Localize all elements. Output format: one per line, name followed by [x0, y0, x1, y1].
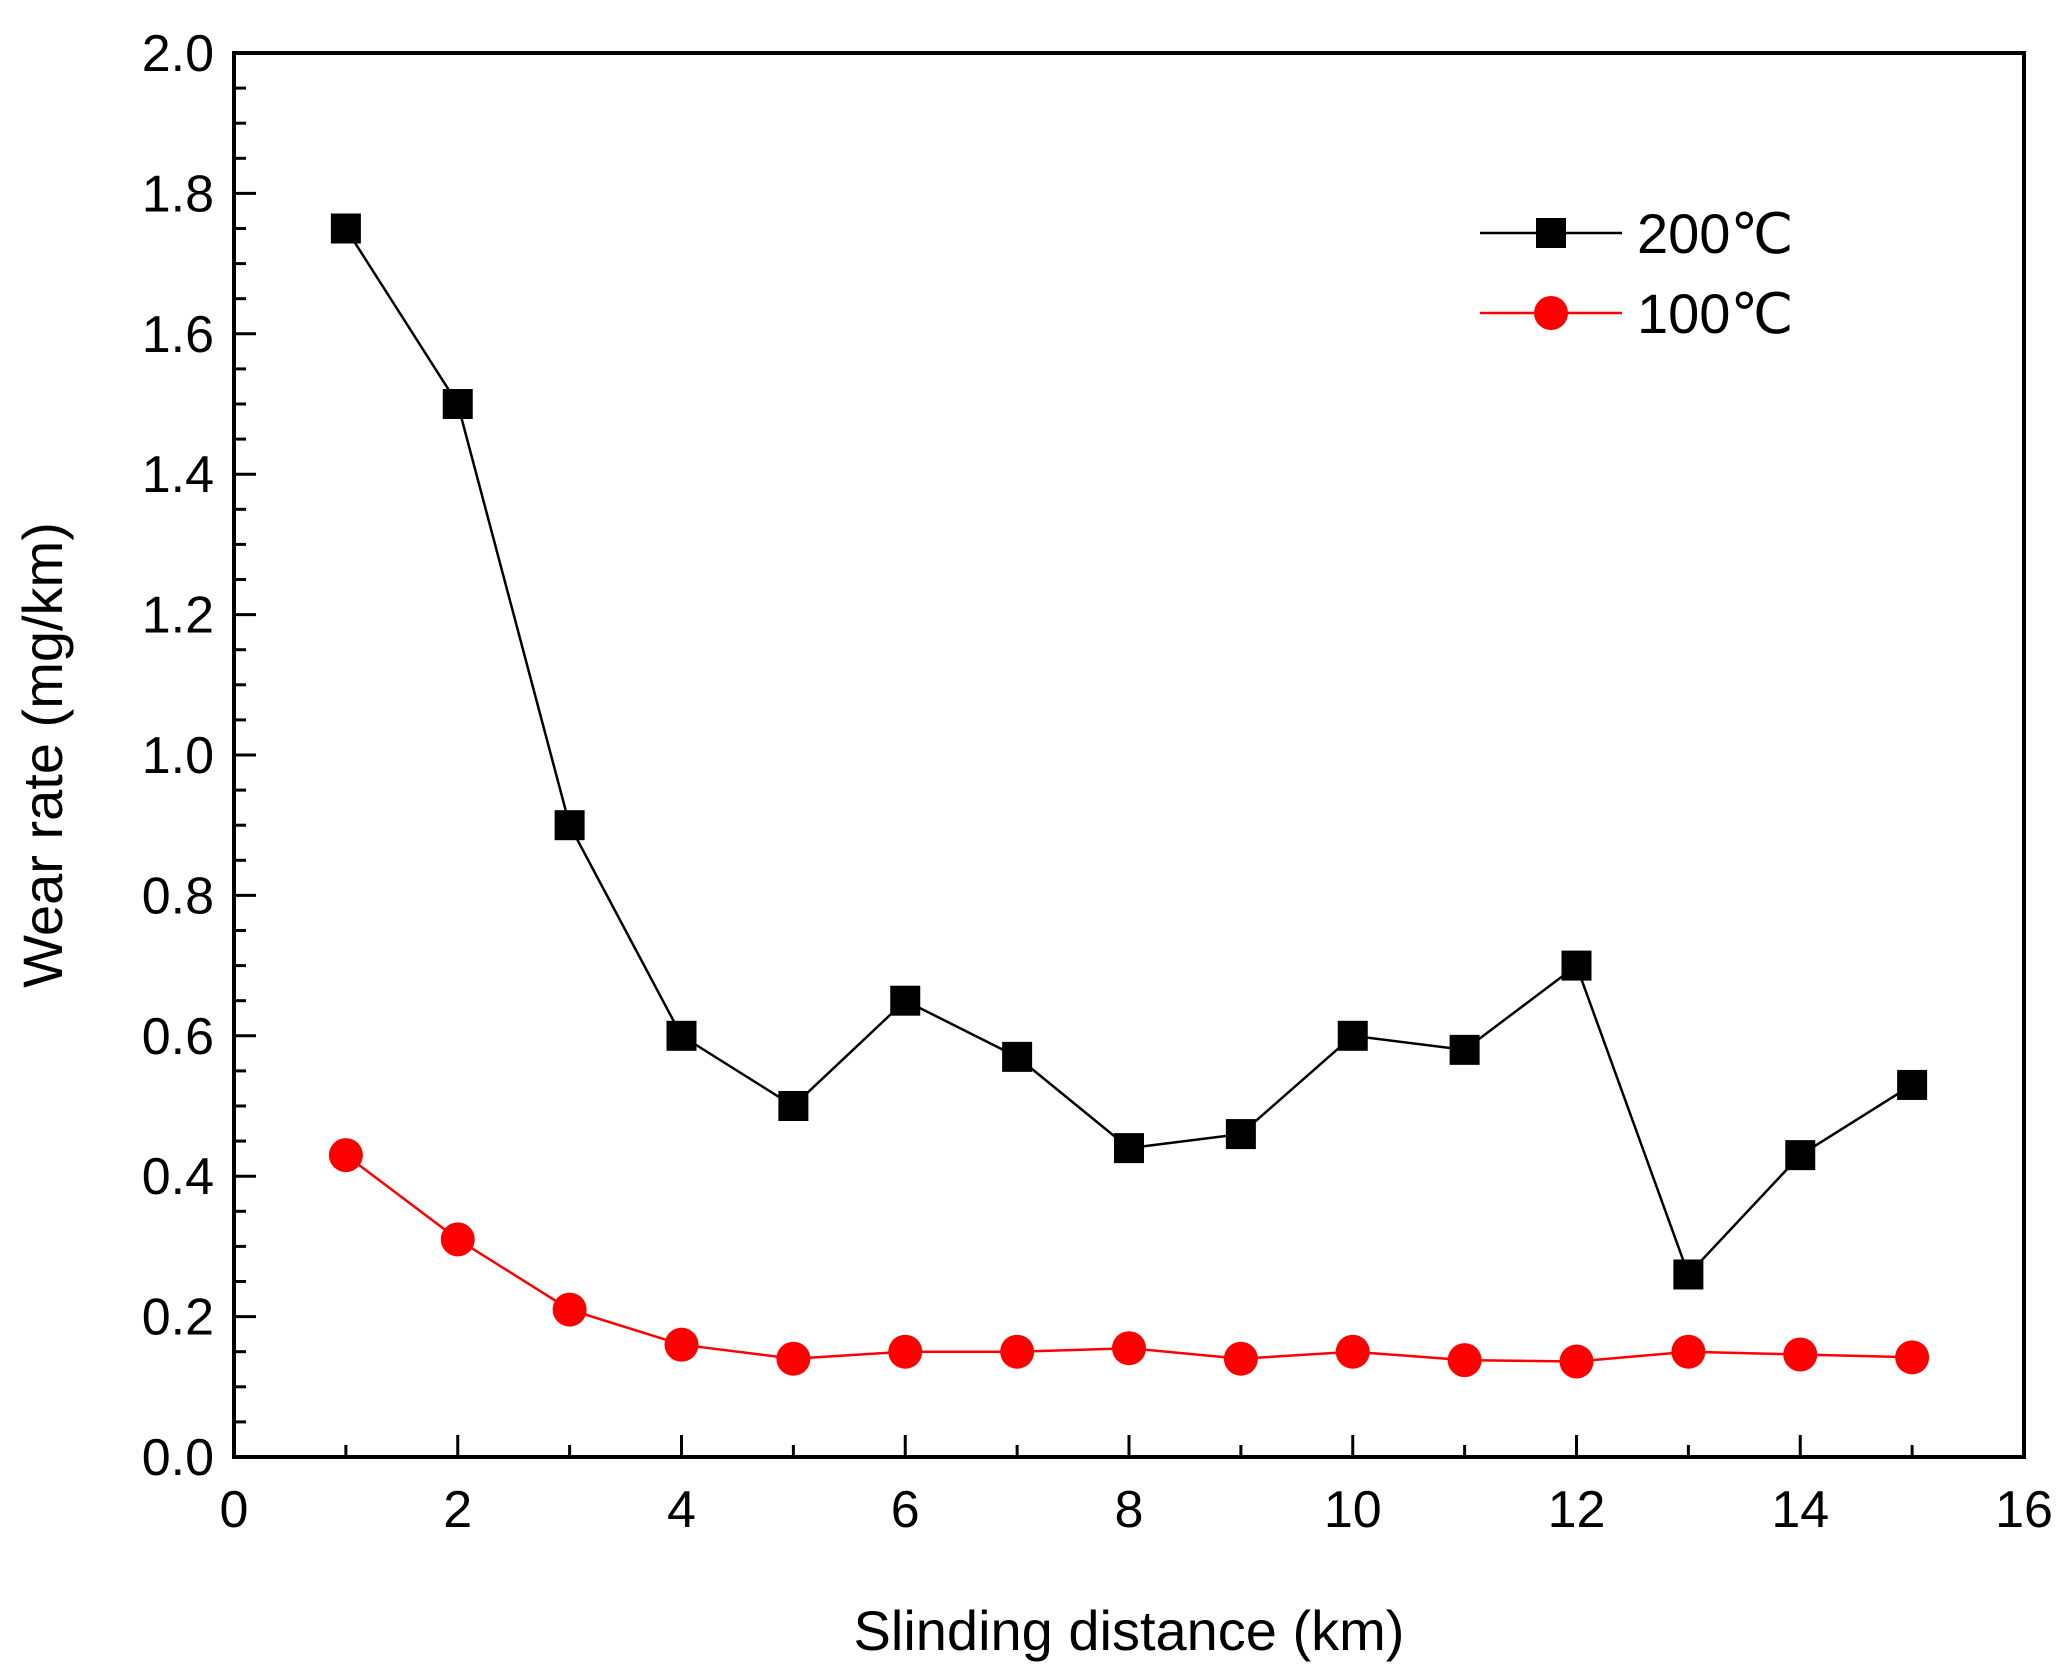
data-point	[1671, 1334, 1706, 1369]
x-tick-label: 0	[220, 1481, 249, 1539]
data-point	[890, 985, 921, 1016]
x-tick-labels: 0 2 4 6 8 10 12 14 16	[220, 1481, 2053, 1539]
x-axis-title: Slinding distance (km)	[854, 1599, 1405, 1662]
data-point	[1002, 1041, 1033, 1072]
data-point	[328, 1138, 363, 1173]
legend-label: 200℃	[1637, 202, 1793, 265]
data-point	[1337, 1020, 1368, 1051]
y-tick-label: 1.8	[142, 165, 214, 223]
data-point	[1225, 1119, 1256, 1150]
y-tick-label: 1.2	[142, 587, 214, 645]
y-tick-label: 0.6	[142, 1008, 214, 1066]
x-tick-label: 2	[443, 1481, 472, 1539]
data-point	[1223, 1341, 1258, 1376]
x-tick-label: 4	[667, 1481, 696, 1539]
data-point	[1783, 1337, 1818, 1372]
legend-label: 100℃	[1637, 282, 1793, 345]
data-point	[888, 1334, 923, 1369]
series-100c	[328, 1138, 1930, 1379]
data-point	[330, 213, 361, 244]
data-point	[664, 1327, 699, 1362]
x-tick-label: 16	[1995, 1481, 2053, 1539]
x-tick-label: 14	[1771, 1481, 1829, 1539]
data-point	[1673, 1259, 1704, 1290]
data-point	[552, 1292, 587, 1327]
y-tick-label: 1.0	[142, 727, 214, 785]
plot-frame	[232, 51, 2026, 1459]
y-tick-label: 0.4	[142, 1148, 214, 1206]
legend: 200℃ 100℃	[1480, 202, 1793, 345]
data-point	[1895, 1340, 1930, 1375]
data-point	[1897, 1069, 1928, 1100]
x-tick-label: 10	[1324, 1481, 1382, 1539]
data-point	[1785, 1140, 1816, 1171]
y-tick-label: 0.0	[142, 1429, 214, 1487]
data-point	[1114, 1133, 1144, 1164]
legend-marker	[1534, 296, 1568, 330]
y-tick-label: 0.8	[142, 867, 214, 925]
data-point	[554, 810, 585, 841]
x-tick-label: 8	[1115, 1481, 1144, 1539]
data-point	[778, 1091, 809, 1121]
data-point	[1561, 950, 1592, 981]
x-tick-label: 12	[1548, 1481, 1606, 1539]
data-point	[442, 389, 473, 419]
data-point	[440, 1222, 475, 1257]
data-point	[1000, 1334, 1035, 1369]
legend-marker	[1536, 218, 1566, 248]
series-200c	[330, 213, 1928, 1290]
data-point	[1335, 1334, 1370, 1369]
data-point	[666, 1020, 697, 1051]
data-series	[328, 213, 1930, 1379]
data-point	[1449, 1034, 1480, 1065]
y-tick-label: 1.6	[142, 306, 214, 364]
y-axis-title: Wear rate (mg/km)	[11, 522, 74, 988]
data-point	[1447, 1343, 1482, 1378]
x-tick-label: 6	[891, 1481, 920, 1539]
data-point	[1112, 1331, 1146, 1366]
y-tick-label: 0.2	[142, 1289, 214, 1347]
legend-item: 100℃	[1480, 282, 1793, 345]
data-point	[776, 1341, 811, 1376]
y-tick-label: 1.4	[142, 446, 214, 504]
data-point	[1559, 1344, 1594, 1379]
y-tick-label: 2.0	[142, 25, 214, 83]
legend-item: 200℃	[1480, 202, 1793, 265]
y-tick-labels: 0.0 0.2 0.4 0.6 0.8 1.0 1.2 1.4 1.6 1.8 2.0	[142, 25, 214, 1487]
